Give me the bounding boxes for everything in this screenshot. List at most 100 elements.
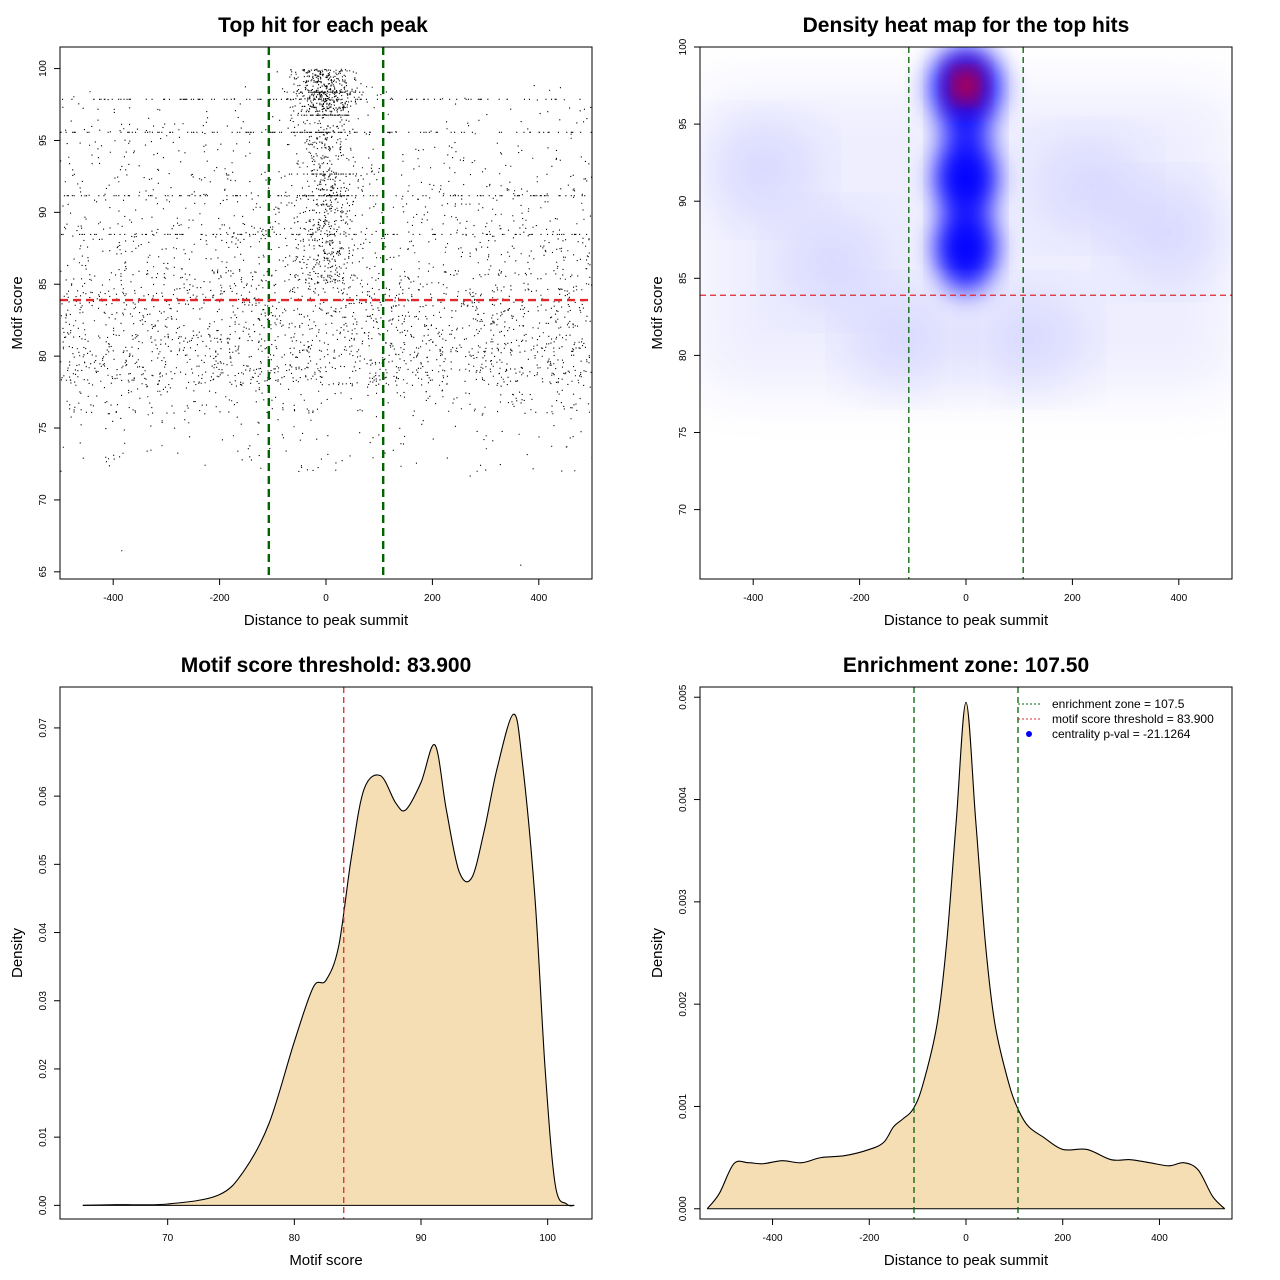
y-tick-label: 100 xyxy=(38,60,49,77)
density-curve xyxy=(82,713,575,1207)
x-tick-label: 80 xyxy=(289,1233,301,1244)
legend-pval-marker xyxy=(1026,731,1032,737)
score-density-y-axis: 0.00 0.01 0.02 0.03 0.04 0.05 0.06 0.07 xyxy=(38,718,60,1215)
heatmap-panel: Density heat map for the top hits -400 -2… xyxy=(649,14,1233,629)
scatter-y-label: Motif score xyxy=(9,276,26,349)
scatter-title: Top hit for each peak xyxy=(218,14,428,37)
heatmap-faint-blob xyxy=(1033,135,1144,236)
score-density-panel: Motif score threshold: 83.900 70 80 90 100 … xyxy=(9,654,593,1269)
scatter-panel: Top hit for each peak -400 -200 0 200 400 65… xyxy=(9,14,593,629)
heatmap-faint-blob xyxy=(778,212,888,313)
heatmap-faint-blob xyxy=(1113,182,1224,283)
score-density-y-label: Density xyxy=(9,927,26,978)
x-tick-label: -400 xyxy=(763,1233,783,1244)
legend-pval-label: centrality p-val = -21.1264 xyxy=(1052,727,1191,741)
legend-zone-label: enrichment zone = 107.5 xyxy=(1052,697,1185,711)
distance-density-legend: enrichment zone = 107.5 motif score thre… xyxy=(1018,697,1214,741)
heatmap-y-axis: 70 75 80 85 90 95 100 xyxy=(678,38,700,515)
distance-density-x-axis: -400 -200 0 200 400 xyxy=(763,1219,1168,1244)
y-tick-label: 0.03 xyxy=(38,991,49,1011)
y-tick-label: 80 xyxy=(678,349,689,361)
x-tick-label: 0 xyxy=(963,1233,969,1244)
score-density-area xyxy=(82,687,575,1219)
y-tick-label: 0.07 xyxy=(38,718,49,738)
heatmap-x-label: Distance to peak summit xyxy=(884,612,1049,629)
heatmap-faint-blob xyxy=(974,289,1085,390)
scatter-point-cloud xyxy=(60,68,592,566)
y-tick-label: 0.01 xyxy=(38,1127,49,1147)
heatmap-hotspot xyxy=(937,148,995,208)
x-tick-label: 100 xyxy=(539,1233,556,1244)
y-tick-label: 0.000 xyxy=(678,1196,689,1221)
x-tick-label: 0 xyxy=(963,593,969,604)
heatmap-faint-blob xyxy=(708,120,819,221)
y-tick-label: 0.002 xyxy=(678,991,689,1016)
y-tick-label: 90 xyxy=(678,195,689,207)
heatmap-peak-center xyxy=(958,74,974,97)
y-tick-label: 65 xyxy=(38,566,49,578)
scatter-y-axis: 65 70 75 80 85 90 95 100 xyxy=(38,60,60,578)
y-tick-label: 95 xyxy=(678,118,689,130)
y-tick-label: 90 xyxy=(38,206,49,218)
scatter-x-label: Distance to peak summit xyxy=(244,612,409,629)
x-tick-label: 200 xyxy=(1054,1233,1071,1244)
scatter-points xyxy=(60,68,592,566)
y-tick-label: 85 xyxy=(38,278,49,290)
y-tick-label: 95 xyxy=(38,134,49,146)
heatmap-y-label: Motif score xyxy=(649,276,666,349)
y-tick-label: 0.06 xyxy=(38,786,49,806)
heatmap-faint-blob xyxy=(847,289,958,390)
y-tick-label: 0.05 xyxy=(38,854,49,874)
x-tick-label: 400 xyxy=(1170,593,1187,604)
x-tick-label: 90 xyxy=(415,1233,427,1244)
x-tick-label: 0 xyxy=(323,593,329,604)
heatmap-title: Density heat map for the top hits xyxy=(803,14,1130,37)
legend-threshold-label: motif score threshold = 83.900 xyxy=(1052,712,1214,726)
x-tick-label: -200 xyxy=(850,593,870,604)
x-tick-label: 200 xyxy=(424,593,441,604)
x-tick-label: -200 xyxy=(859,1233,879,1244)
x-tick-label: 400 xyxy=(1151,1233,1168,1244)
y-tick-label: 75 xyxy=(678,427,689,439)
y-tick-label: 70 xyxy=(38,494,49,506)
y-tick-label: 0.004 xyxy=(678,787,689,812)
y-tick-label: 100 xyxy=(678,38,689,55)
distance-density-y-axis: 0.000 0.001 0.002 0.003 0.004 0.005 xyxy=(678,684,700,1221)
scatter-reference-lines xyxy=(60,47,592,579)
score-density-x-axis: 70 80 90 100 xyxy=(162,1219,556,1244)
heatmap-x-axis: -400 -200 0 200 400 xyxy=(743,579,1188,604)
x-tick-label: -200 xyxy=(210,593,230,604)
distance-density-x-label: Distance to peak summit xyxy=(884,1252,1049,1269)
density-curve xyxy=(706,701,1226,1210)
density-fill xyxy=(82,714,575,1206)
score-density-x-label: Motif score xyxy=(289,1252,362,1269)
y-tick-label: 70 xyxy=(678,504,689,516)
x-tick-label: -400 xyxy=(103,593,123,604)
y-tick-label: 0.04 xyxy=(38,922,49,942)
score-density-title: Motif score threshold: 83.900 xyxy=(181,654,472,677)
distance-density-area xyxy=(706,687,1226,1219)
y-tick-label: 0.005 xyxy=(678,684,689,709)
x-tick-label: 70 xyxy=(162,1233,174,1244)
heatmap-hotspots xyxy=(708,49,1224,390)
scatter-x-axis: -400 -200 0 200 400 xyxy=(103,579,548,604)
y-tick-label: 0.001 xyxy=(678,1094,689,1119)
x-tick-label: 400 xyxy=(530,593,547,604)
y-tick-label: 85 xyxy=(678,272,689,284)
y-tick-label: 0.003 xyxy=(678,889,689,914)
density-fill xyxy=(707,702,1225,1209)
distance-density-panel: Enrichment zone: 107.50 -400 -200 0 200 400 … xyxy=(649,654,1233,1269)
y-tick-label: 80 xyxy=(38,350,49,362)
y-tick-label: 75 xyxy=(38,422,49,434)
score-density-plot-frame xyxy=(59,686,593,1220)
heatmap-hotspot xyxy=(938,218,994,277)
x-tick-label: -400 xyxy=(743,593,763,604)
heatmap-surface xyxy=(700,47,1232,579)
heatmap-reference-lines xyxy=(700,47,1232,579)
y-tick-label: 0.00 xyxy=(38,1195,49,1215)
x-tick-label: 200 xyxy=(1064,593,1081,604)
distance-density-title: Enrichment zone: 107.50 xyxy=(843,654,1089,677)
y-tick-label: 0.02 xyxy=(38,1059,49,1079)
distance-density-y-label: Density xyxy=(649,927,666,978)
